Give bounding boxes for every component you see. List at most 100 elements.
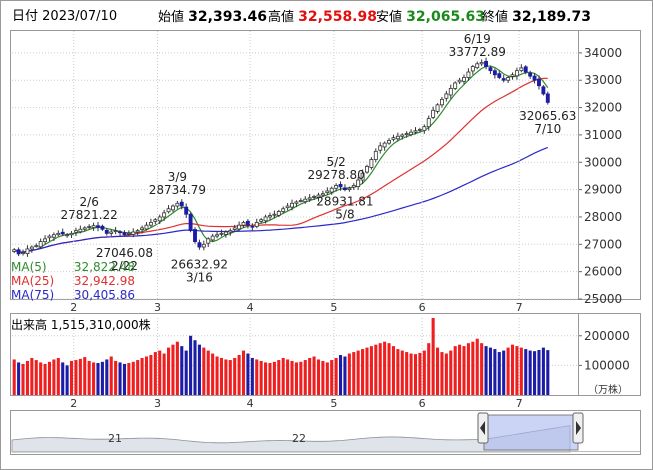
annotation-price: 32065.63 [519,109,576,123]
volume-bar [378,343,382,395]
candle-body [510,74,515,77]
volume-bar [409,353,413,395]
navigator[interactable] [11,412,640,453]
volume-bar [356,350,360,395]
candle-body [166,208,171,213]
volume-bar [25,360,29,395]
volume-bar [338,355,343,395]
volume-bar [30,357,34,395]
volume-bar [78,358,82,395]
volume-bar [515,346,519,395]
candle-body [272,213,277,216]
candle-body [29,246,34,250]
annotation-date: 5/2 [326,155,345,169]
volume-bar [471,341,475,395]
month-tick-label: 5 [330,301,337,314]
candle-body [21,252,25,254]
volume-bar [537,349,541,395]
annotation-date: 3/9 [168,170,187,184]
ma25-value: 32,942.98 [73,274,135,288]
candle-body [206,238,211,244]
volume-bar [418,352,422,395]
volume-bar [34,360,38,395]
annotation-date: 5/8 [335,207,354,221]
price-panel [10,30,641,300]
volume-bar [365,347,369,395]
candle-body [131,231,136,235]
candle-body [501,78,506,81]
candle-body [162,212,167,218]
candle-body [365,165,369,173]
annotation-price: 28931.81 [316,194,373,208]
volume-bar [52,359,56,395]
candle-body [351,185,356,188]
candle-body [329,187,334,193]
candle-body [417,129,422,131]
candle-body [303,198,308,203]
annotation-date: 7/10 [534,122,561,136]
volume-bar [484,346,488,395]
ma25-label: MA(25) [11,274,55,288]
volume-bar [56,357,60,395]
candle-body [514,70,519,77]
candle-body [276,211,281,216]
volume-bar [105,359,109,395]
candle-body [475,63,480,69]
candle-body [391,137,396,140]
candle-body [413,130,418,133]
volume-bar [241,350,246,395]
volume-bar [347,353,351,395]
volume-bar [352,352,356,395]
volume-bar [299,361,303,395]
chevron-left-icon [480,421,485,435]
candle-body [285,205,290,209]
volume-bar [237,355,241,395]
volume-bar [131,361,135,395]
navigator-label-21: 21 [108,432,122,445]
candle-body [462,77,466,82]
candle-body [347,187,352,191]
volume-bar [458,344,462,395]
candle-body [444,93,449,99]
volume-bar [197,344,201,395]
date-label: 日付 [12,9,39,24]
volume-bar [369,346,373,395]
volume-bar [109,356,113,395]
candle-body [338,184,343,188]
candle-body [294,201,299,204]
close-label: 終値 [482,10,509,25]
volume-bar [255,359,259,395]
candle-body [523,66,528,73]
candle-body [453,82,458,89]
volume-bar [281,357,285,395]
ma75-legend: MA(75) 30,405.86 [11,288,135,302]
candle-body [312,196,317,198]
candle-body [448,88,453,96]
annotation-date: 2/6 [80,195,99,209]
candle-body [479,62,484,65]
volume-bar [92,362,96,395]
candle-body [356,179,361,188]
candle-body [492,70,497,76]
candle-body [250,225,255,228]
open-field: 始値 32,393.46 [158,8,267,27]
month-tick-label: 7 [516,301,523,314]
candle-body [307,197,312,200]
candle-body [126,232,131,235]
candle-body [184,206,189,215]
candle-body [373,150,378,160]
ma75-value: 30,405.86 [73,288,135,302]
candle-body [369,159,374,168]
volume-bar [444,353,448,395]
volume-bar [153,352,157,395]
month-tick-label: 2 [70,397,77,410]
annotation-date: 6/19 [464,32,491,46]
candle-body [268,215,272,218]
candle-body [435,104,440,112]
candle-body [47,235,52,239]
price-tick-label: 34000 [584,46,622,60]
high-value: 32,558.98 [298,9,377,25]
candle-body [537,78,541,87]
volume-bar [374,344,378,395]
annotation-price: 27821.22 [61,208,118,222]
